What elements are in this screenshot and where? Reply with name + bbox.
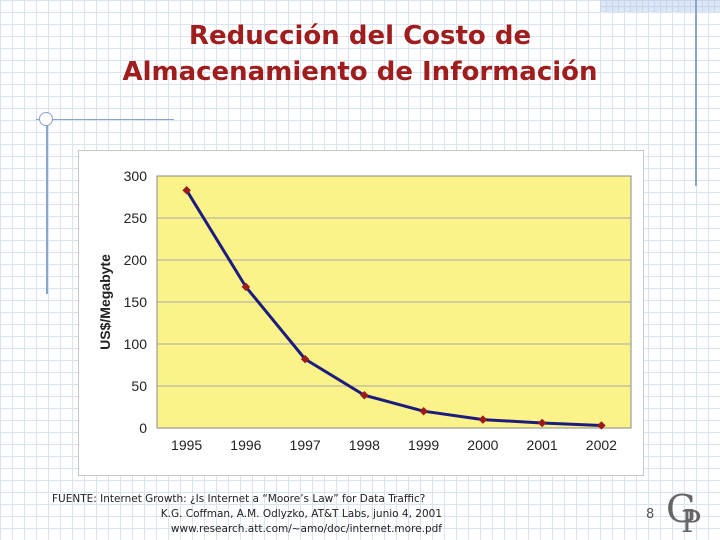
slide-title-line-2: Almacenamiento de Información: [122, 57, 598, 87]
y-axis-label: US$/Megabyte: [97, 254, 113, 350]
y-tick-label: 50: [131, 378, 147, 394]
decorative-vertical-line-right: [695, 0, 697, 186]
x-tick-label: 1999: [408, 437, 439, 453]
x-tick-label: 1998: [349, 437, 380, 453]
slide-title-line-1: Reducción del Costo de: [188, 21, 532, 51]
slide-title: Reducción del Costo de Almacenamiento de…: [40, 18, 680, 90]
data-point-marker: [360, 390, 369, 400]
decorative-vertical-line-left: [46, 112, 48, 294]
source-citation: FUENTE: Internet Growth: ¿Is Internet a …: [52, 492, 442, 537]
data-point-marker: [241, 282, 251, 292]
y-tick-label: 200: [124, 252, 148, 268]
series-line: [185, 189, 602, 427]
x-tick-label: 1996: [230, 437, 261, 453]
source-line-2: K.G. Coffman, A.M. Odlyzko, AT&T Labs, j…: [160, 508, 442, 520]
data-point-marker: [478, 415, 488, 424]
data-point-marker: [182, 185, 191, 195]
top-decorative-band: [600, 0, 720, 12]
chart-container: 0 50 100 150 200 250 300 1995 1996 1997 1998 1999 20…: [78, 150, 644, 476]
page-number: 8: [646, 507, 655, 522]
line-chart: 0 50 100 150 200 250 300 1995 1996 1997 1998 1999 20…: [97, 168, 632, 453]
x-tick-label: 2002: [586, 437, 617, 453]
decorative-circle: [39, 112, 53, 126]
y-tick-label: 300: [124, 168, 148, 184]
y-tick-label: 250: [124, 210, 148, 226]
y-tick-label: 150: [124, 294, 148, 310]
source-line-3: www.research.att.com/~amo/doc/internet.m…: [170, 523, 442, 535]
x-tick-label: 2000: [467, 437, 498, 453]
decorative-horizontal-line: [36, 119, 174, 120]
x-tick-label: 2001: [527, 437, 558, 453]
data-point-marker: [597, 421, 606, 430]
data-point-marker: [419, 406, 428, 416]
y-tick-label: 100: [124, 336, 148, 352]
gp-logo: G P: [666, 487, 701, 536]
svg-text:P: P: [681, 505, 701, 536]
x-tick-label: 1995: [171, 437, 202, 453]
x-tick-label: 1997: [290, 437, 321, 453]
data-point-marker: [537, 418, 547, 428]
data-point-marker: [300, 354, 310, 364]
svg-text:G: G: [666, 487, 696, 531]
y-tick-label: 0: [139, 420, 147, 436]
source-line-1: FUENTE: Internet Growth: ¿Is Internet a …: [52, 493, 426, 505]
